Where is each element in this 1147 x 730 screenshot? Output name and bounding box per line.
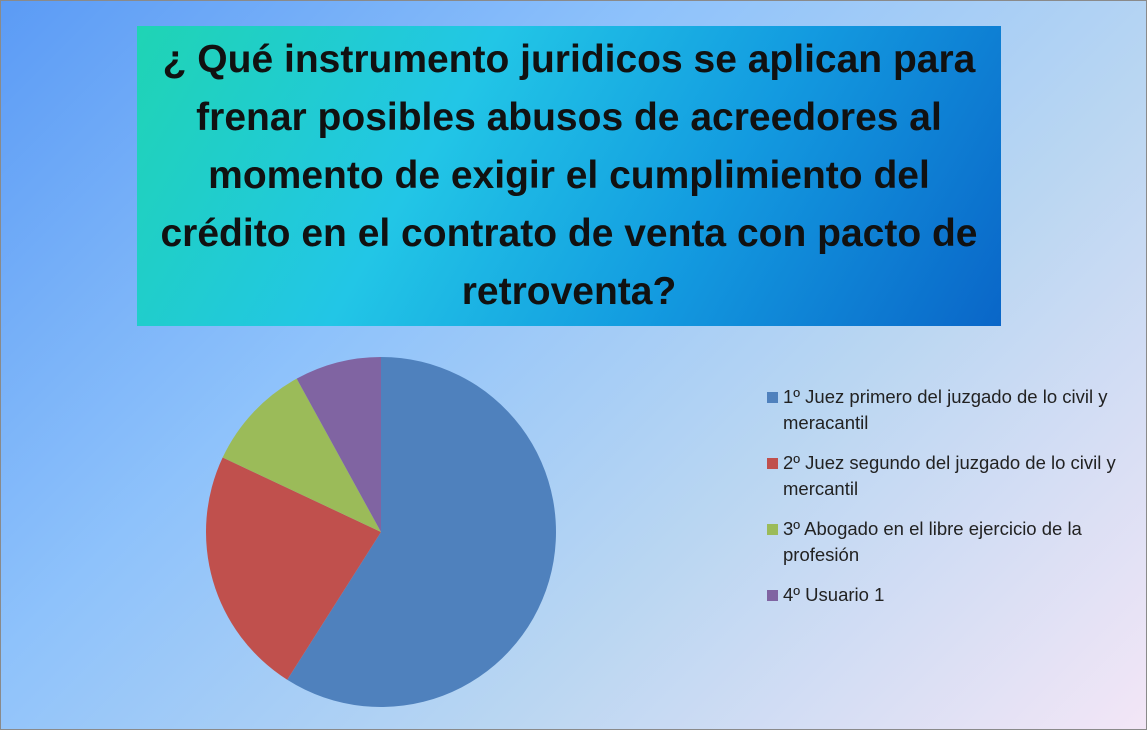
legend-item: 3º Abogado en el libre ejercicio de la p… bbox=[767, 516, 1139, 568]
legend-swatch bbox=[767, 392, 778, 403]
pie-slice bbox=[206, 457, 381, 680]
legend-item: 1º Juez primero del juzgado de lo civil … bbox=[767, 384, 1139, 436]
legend-swatch bbox=[767, 590, 778, 601]
legend-label: 4º Usuario 1 bbox=[783, 584, 885, 605]
legend-label: 3º Abogado en el libre ejercicio de la p… bbox=[783, 518, 1082, 565]
chart-title: ¿ Qué instrumento juridicos se aplican p… bbox=[160, 38, 978, 313]
pie-slice bbox=[222, 378, 381, 532]
legend-swatch bbox=[767, 524, 778, 535]
pie-slice bbox=[296, 357, 381, 532]
legend-item: 2º Juez segundo del juzgado de lo civil … bbox=[767, 450, 1139, 502]
legend-label: 2º Juez segundo del juzgado de lo civil … bbox=[783, 452, 1116, 499]
legend-label: 1º Juez primero del juzgado de lo civil … bbox=[783, 386, 1108, 433]
legend-swatch bbox=[767, 458, 778, 469]
legend-item: 4º Usuario 1 bbox=[767, 582, 1139, 608]
legend: 1º Juez primero del juzgado de lo civil … bbox=[767, 384, 1139, 622]
title-box: ¿ Qué instrumento juridicos se aplican p… bbox=[137, 26, 1001, 326]
pie-slice bbox=[287, 357, 557, 707]
